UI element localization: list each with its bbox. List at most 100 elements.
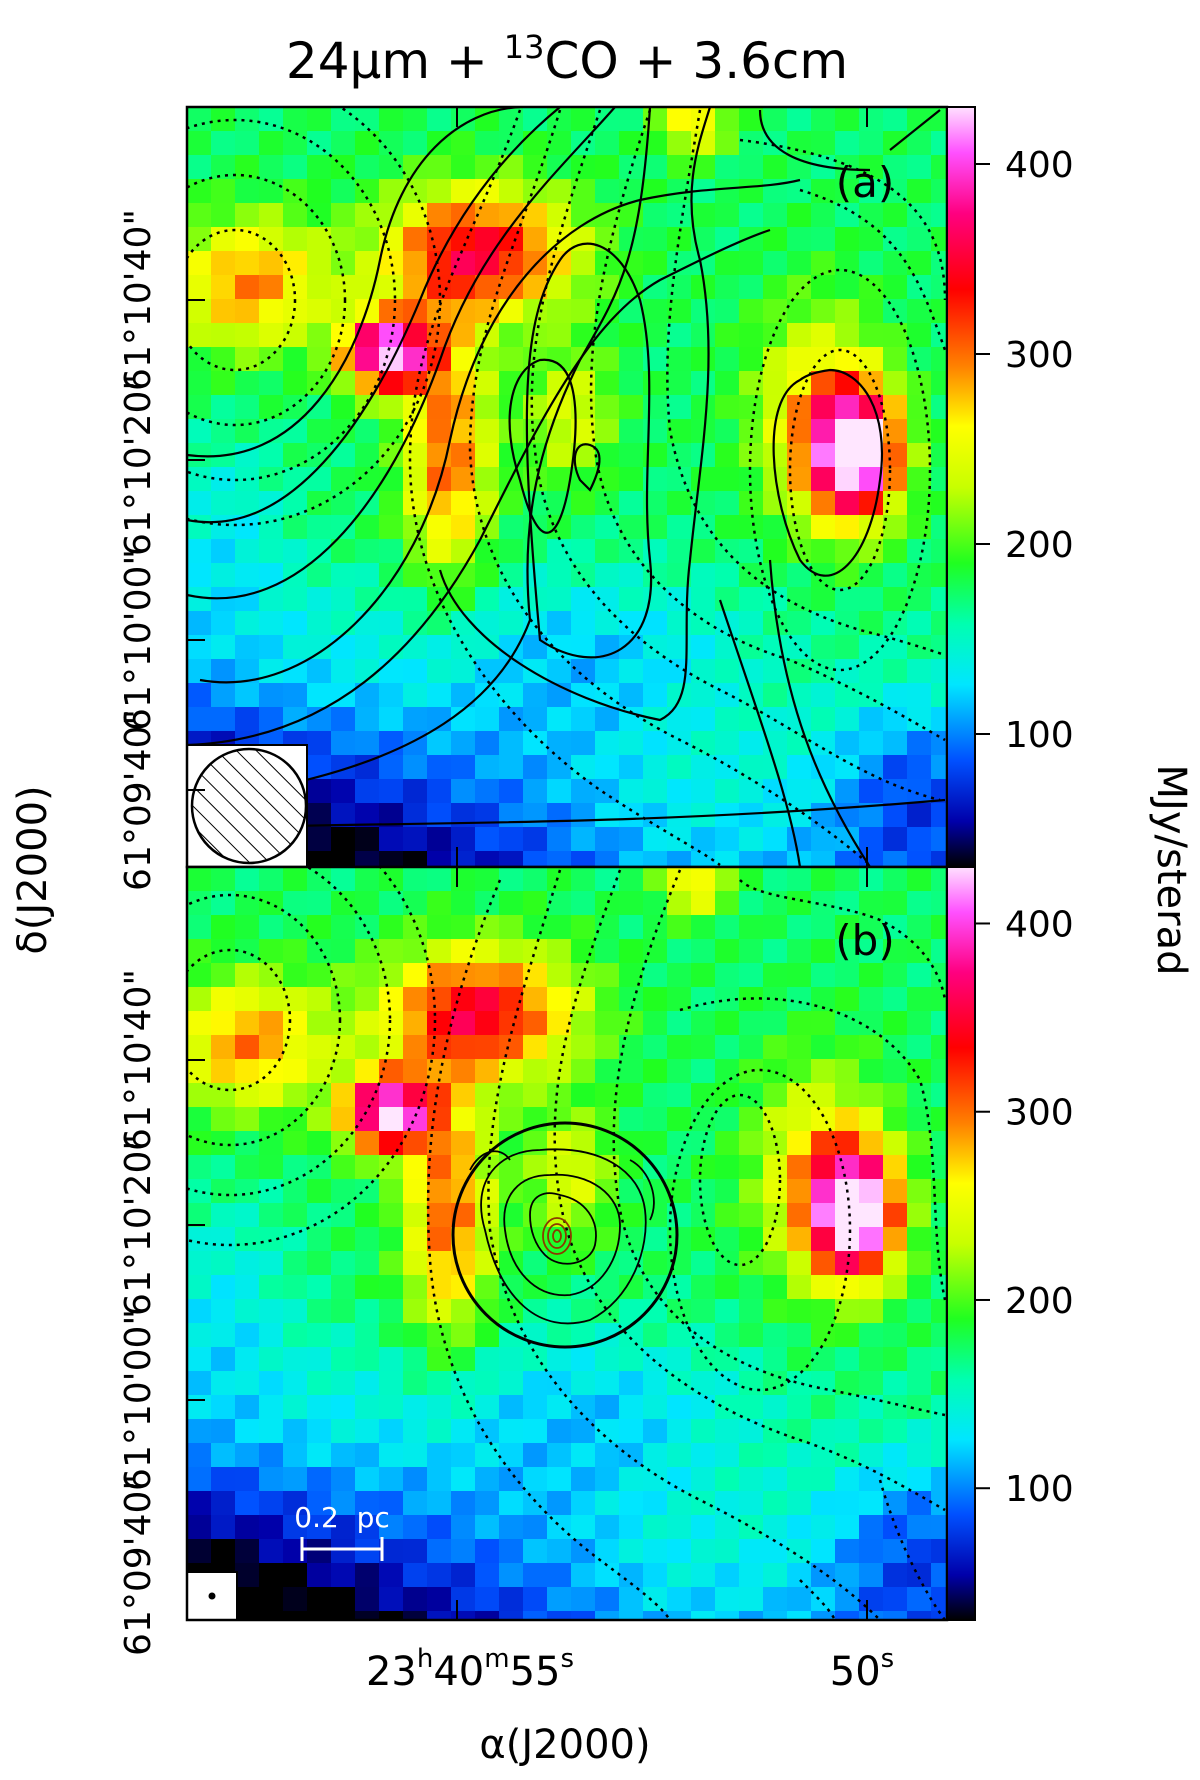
heatmap-pixel xyxy=(595,755,620,780)
heatmap-pixel xyxy=(691,587,716,612)
heatmap-pixel xyxy=(883,1107,908,1132)
heatmap-pixel xyxy=(547,803,572,828)
heatmap-pixel xyxy=(283,347,308,372)
heatmap-pixel xyxy=(331,779,356,804)
heatmap-pixel xyxy=(499,1395,524,1420)
heatmap-pixel xyxy=(739,867,764,892)
heatmap-pixel xyxy=(787,1203,812,1228)
heatmap-pixel xyxy=(787,1371,812,1396)
heatmap-pixel xyxy=(619,827,644,852)
heatmap-pixel xyxy=(307,251,332,276)
heatmap-pixel xyxy=(667,299,692,324)
heatmap-pixel xyxy=(715,1299,740,1324)
heatmap-pixel xyxy=(739,963,764,988)
heatmap-pixel xyxy=(691,1539,716,1564)
beam-inset-a xyxy=(186,744,308,868)
heatmap-pixel xyxy=(835,755,860,780)
heatmap-pixel xyxy=(787,939,812,964)
heatmap-pixel xyxy=(859,635,884,660)
heatmap-pixel xyxy=(283,1227,308,1252)
heatmap-pixel xyxy=(931,1179,947,1204)
heatmap-pixel xyxy=(331,915,356,940)
heatmap-pixel xyxy=(835,659,860,684)
heatmap-pixel xyxy=(859,1467,884,1492)
heatmap-pixel xyxy=(619,1467,644,1492)
heatmap-pixel xyxy=(403,1587,428,1612)
heatmap-pixel xyxy=(715,683,740,708)
heatmap-pixel xyxy=(475,915,500,940)
heatmap-pixel xyxy=(787,1131,812,1156)
heatmap-pixel xyxy=(235,491,260,516)
heatmap-pixel xyxy=(931,443,947,468)
heatmap-pixel xyxy=(787,1467,812,1492)
beam-inset-b xyxy=(186,1571,238,1621)
heatmap-pixel xyxy=(187,371,212,396)
heatmap-pixel xyxy=(787,395,812,420)
heatmap-pixel xyxy=(715,587,740,612)
heatmap-pixel xyxy=(331,635,356,660)
heatmap-pixel xyxy=(811,1227,836,1252)
heatmap-pixel xyxy=(715,1035,740,1060)
heatmap-pixel xyxy=(403,915,428,940)
heatmap-pixel xyxy=(259,1179,284,1204)
heatmap-pixel xyxy=(739,395,764,420)
heatmap-pixel xyxy=(715,1107,740,1132)
heatmap-pixel xyxy=(739,1371,764,1396)
heatmap-pixel xyxy=(595,371,620,396)
heatmap-pixel xyxy=(859,1587,884,1612)
heatmap-pixel xyxy=(283,107,308,132)
heatmap-pixel xyxy=(691,891,716,916)
heatmap-pixel xyxy=(787,1443,812,1468)
heatmap-pixel xyxy=(907,1083,932,1108)
heatmap-pixel xyxy=(715,707,740,732)
heatmap-pixel xyxy=(259,107,284,132)
heatmap-pixel xyxy=(739,1011,764,1036)
panel-b-contours xyxy=(187,867,947,1620)
heatmap-pixel xyxy=(451,1059,476,1084)
heatmap-pixel xyxy=(907,1059,932,1084)
heatmap-pixel xyxy=(307,683,332,708)
y-tick-label: 61°09'40" xyxy=(118,709,159,891)
heatmap-pixel xyxy=(643,1443,668,1468)
heatmap-pixel xyxy=(907,179,932,204)
heatmap-pixel xyxy=(211,179,236,204)
heatmap-pixel xyxy=(715,1395,740,1420)
heatmap-pixel xyxy=(547,1491,572,1516)
heatmap-pixel xyxy=(835,1227,860,1252)
heatmap-pixel xyxy=(379,275,404,300)
heatmap-pixel xyxy=(355,1131,380,1156)
heatmap-pixel xyxy=(283,1299,308,1324)
heatmap-pixel xyxy=(379,963,404,988)
heatmap-pixel xyxy=(643,371,668,396)
heatmap-pixel xyxy=(187,203,212,228)
heatmap-pixel xyxy=(331,731,356,756)
heatmap-pixel xyxy=(379,1563,404,1588)
colorbar-tick-label: 300 xyxy=(1005,335,1074,376)
heatmap-pixel xyxy=(883,1587,908,1612)
heatmap-pixel xyxy=(187,467,212,492)
heatmap-pixel xyxy=(355,1155,380,1180)
heatmap-pixel xyxy=(595,395,620,420)
heatmap-pixel xyxy=(763,1467,788,1492)
heatmap-pixel xyxy=(379,891,404,916)
heatmap-pixel xyxy=(355,1371,380,1396)
heatmap-pixel xyxy=(475,1323,500,1348)
heatmap-pixel xyxy=(691,467,716,492)
panel-b-heatmap xyxy=(187,867,947,1620)
heatmap-pixel xyxy=(235,1179,260,1204)
heatmap-pixel xyxy=(499,827,524,852)
heatmap-pixel xyxy=(571,707,596,732)
heatmap-pixel xyxy=(571,1611,596,1620)
heatmap-pixel xyxy=(667,1515,692,1540)
heatmap-pixel xyxy=(187,563,212,588)
heatmap-pixel xyxy=(571,611,596,636)
heatmap-pixel xyxy=(715,1275,740,1300)
heatmap-pixel xyxy=(763,1371,788,1396)
heatmap-pixel xyxy=(235,275,260,300)
heatmap-pixel xyxy=(331,1107,356,1132)
heatmap-pixel xyxy=(379,515,404,540)
heatmap-pixel xyxy=(643,395,668,420)
heatmap-pixel xyxy=(811,107,836,132)
heatmap-pixel xyxy=(355,867,380,892)
heatmap-pixel xyxy=(787,227,812,252)
